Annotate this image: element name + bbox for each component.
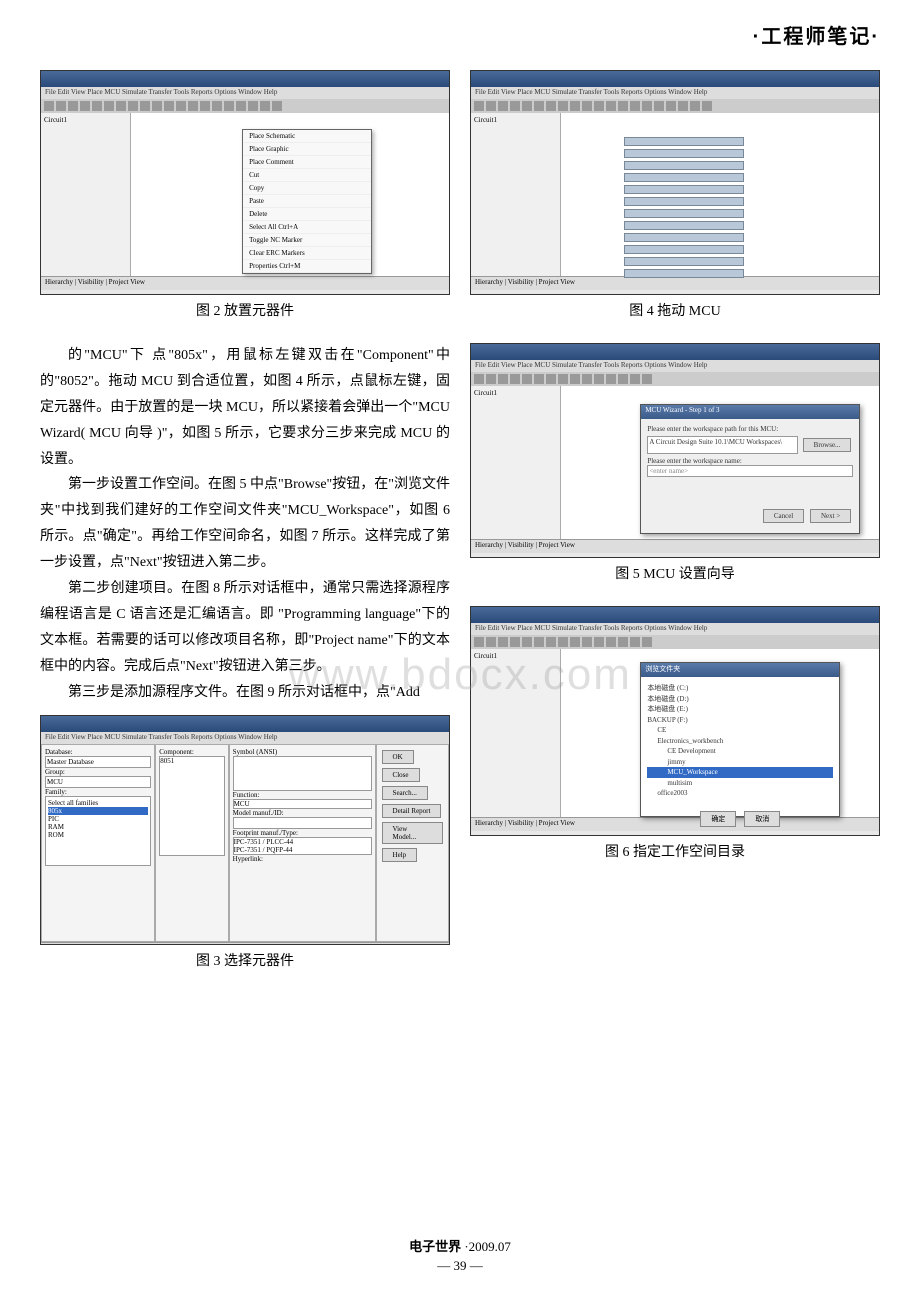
body-text: 的"MCU"下 点"805x"，用鼠标左键双击在"Component"中的"80… xyxy=(40,343,450,705)
design-tree: Circuit1 xyxy=(41,113,131,276)
ok-button[interactable]: 确定 xyxy=(700,811,736,827)
figure-2: File Edit View Place MCU Simulate Transf… xyxy=(40,70,450,335)
search-button[interactable]: Search... xyxy=(382,786,428,800)
context-menu: Place Schematic Place Graphic Place Comm… xyxy=(242,129,372,274)
para-3: 第二步创建项目。在图 8 所示对话框中，通常只需选择源程序编程语言是 C 语言还… xyxy=(40,576,450,680)
para-4: 第三步是添加源程序文件。在图 9 所示对话框中，点"Add xyxy=(40,680,450,706)
journal-name: 电子世界 xyxy=(409,1239,461,1254)
detail-button[interactable]: Detail Report xyxy=(382,804,442,818)
cancel-button[interactable]: Cancel xyxy=(763,509,804,523)
folder-browser-dialog: 浏览文件夹 本地磁盘 (C:) 本地磁盘 (D:) 本地磁盘 (E:) BACK… xyxy=(640,662,840,817)
fig2-screenshot: File Edit View Place MCU Simulate Transf… xyxy=(40,70,450,295)
footer: 电子世界 ·2009.07 — 39 — xyxy=(0,1236,920,1274)
fig3-screenshot: File Edit View Place MCU Simulate Transf… xyxy=(40,715,450,945)
fig4-caption: 图 4 拖动 MCU xyxy=(470,300,880,320)
next-button[interactable]: Next > xyxy=(810,509,851,523)
left-column: File Edit View Place MCU Simulate Transf… xyxy=(40,70,450,993)
close-button[interactable]: Close xyxy=(382,768,420,782)
fig3-caption: 图 3 选择元器件 xyxy=(40,950,450,970)
figure-3: File Edit View Place MCU Simulate Transf… xyxy=(40,715,450,985)
menubar: File Edit View Place MCU Simulate Transf… xyxy=(41,87,449,99)
figure-4: File Edit View Place MCU Simulate Transf… xyxy=(470,70,880,335)
page-number: — 39 — xyxy=(0,1258,920,1274)
fig6-screenshot: File Edit View Place MCU Simulate Transf… xyxy=(470,606,880,836)
mcu-wizard-dialog: MCU Wizard - Step 1 of 3 Please enter th… xyxy=(640,404,860,534)
right-column: File Edit View Place MCU Simulate Transf… xyxy=(470,70,880,993)
cancel-button[interactable]: 取消 xyxy=(744,811,780,827)
tabbar: Hierarchy | Visibility | Project View xyxy=(41,276,449,290)
model-button[interactable]: View Model... xyxy=(382,822,443,844)
content-area: File Edit View Place MCU Simulate Transf… xyxy=(40,70,880,993)
ok-button[interactable]: OK xyxy=(382,750,414,764)
fig6-caption: 图 6 指定工作空间目录 xyxy=(470,841,880,861)
header-tag: ·工程师笔记· xyxy=(753,20,880,49)
issue: ·2009.07 xyxy=(464,1239,511,1254)
para-1: 的"MCU"下 点"805x"，用鼠标左键双击在"Component"中的"80… xyxy=(40,343,450,472)
help-button[interactable]: Help xyxy=(382,848,418,862)
mcu-component xyxy=(624,137,744,278)
figure-6: File Edit View Place MCU Simulate Transf… xyxy=(470,606,880,876)
fig5-screenshot: File Edit View Place MCU Simulate Transf… xyxy=(470,343,880,558)
fig4-screenshot: File Edit View Place MCU Simulate Transf… xyxy=(470,70,880,295)
fig5-caption: 图 5 MCU 设置向导 xyxy=(470,563,880,583)
figure-5: File Edit View Place MCU Simulate Transf… xyxy=(470,343,880,598)
browse-button[interactable]: Browse... xyxy=(803,438,852,452)
para-2: 第一步设置工作空间。在图 5 中点"Browse"按钮，在"浏览文件夹"中找到我… xyxy=(40,472,450,576)
fig2-caption: 图 2 放置元器件 xyxy=(40,300,450,320)
